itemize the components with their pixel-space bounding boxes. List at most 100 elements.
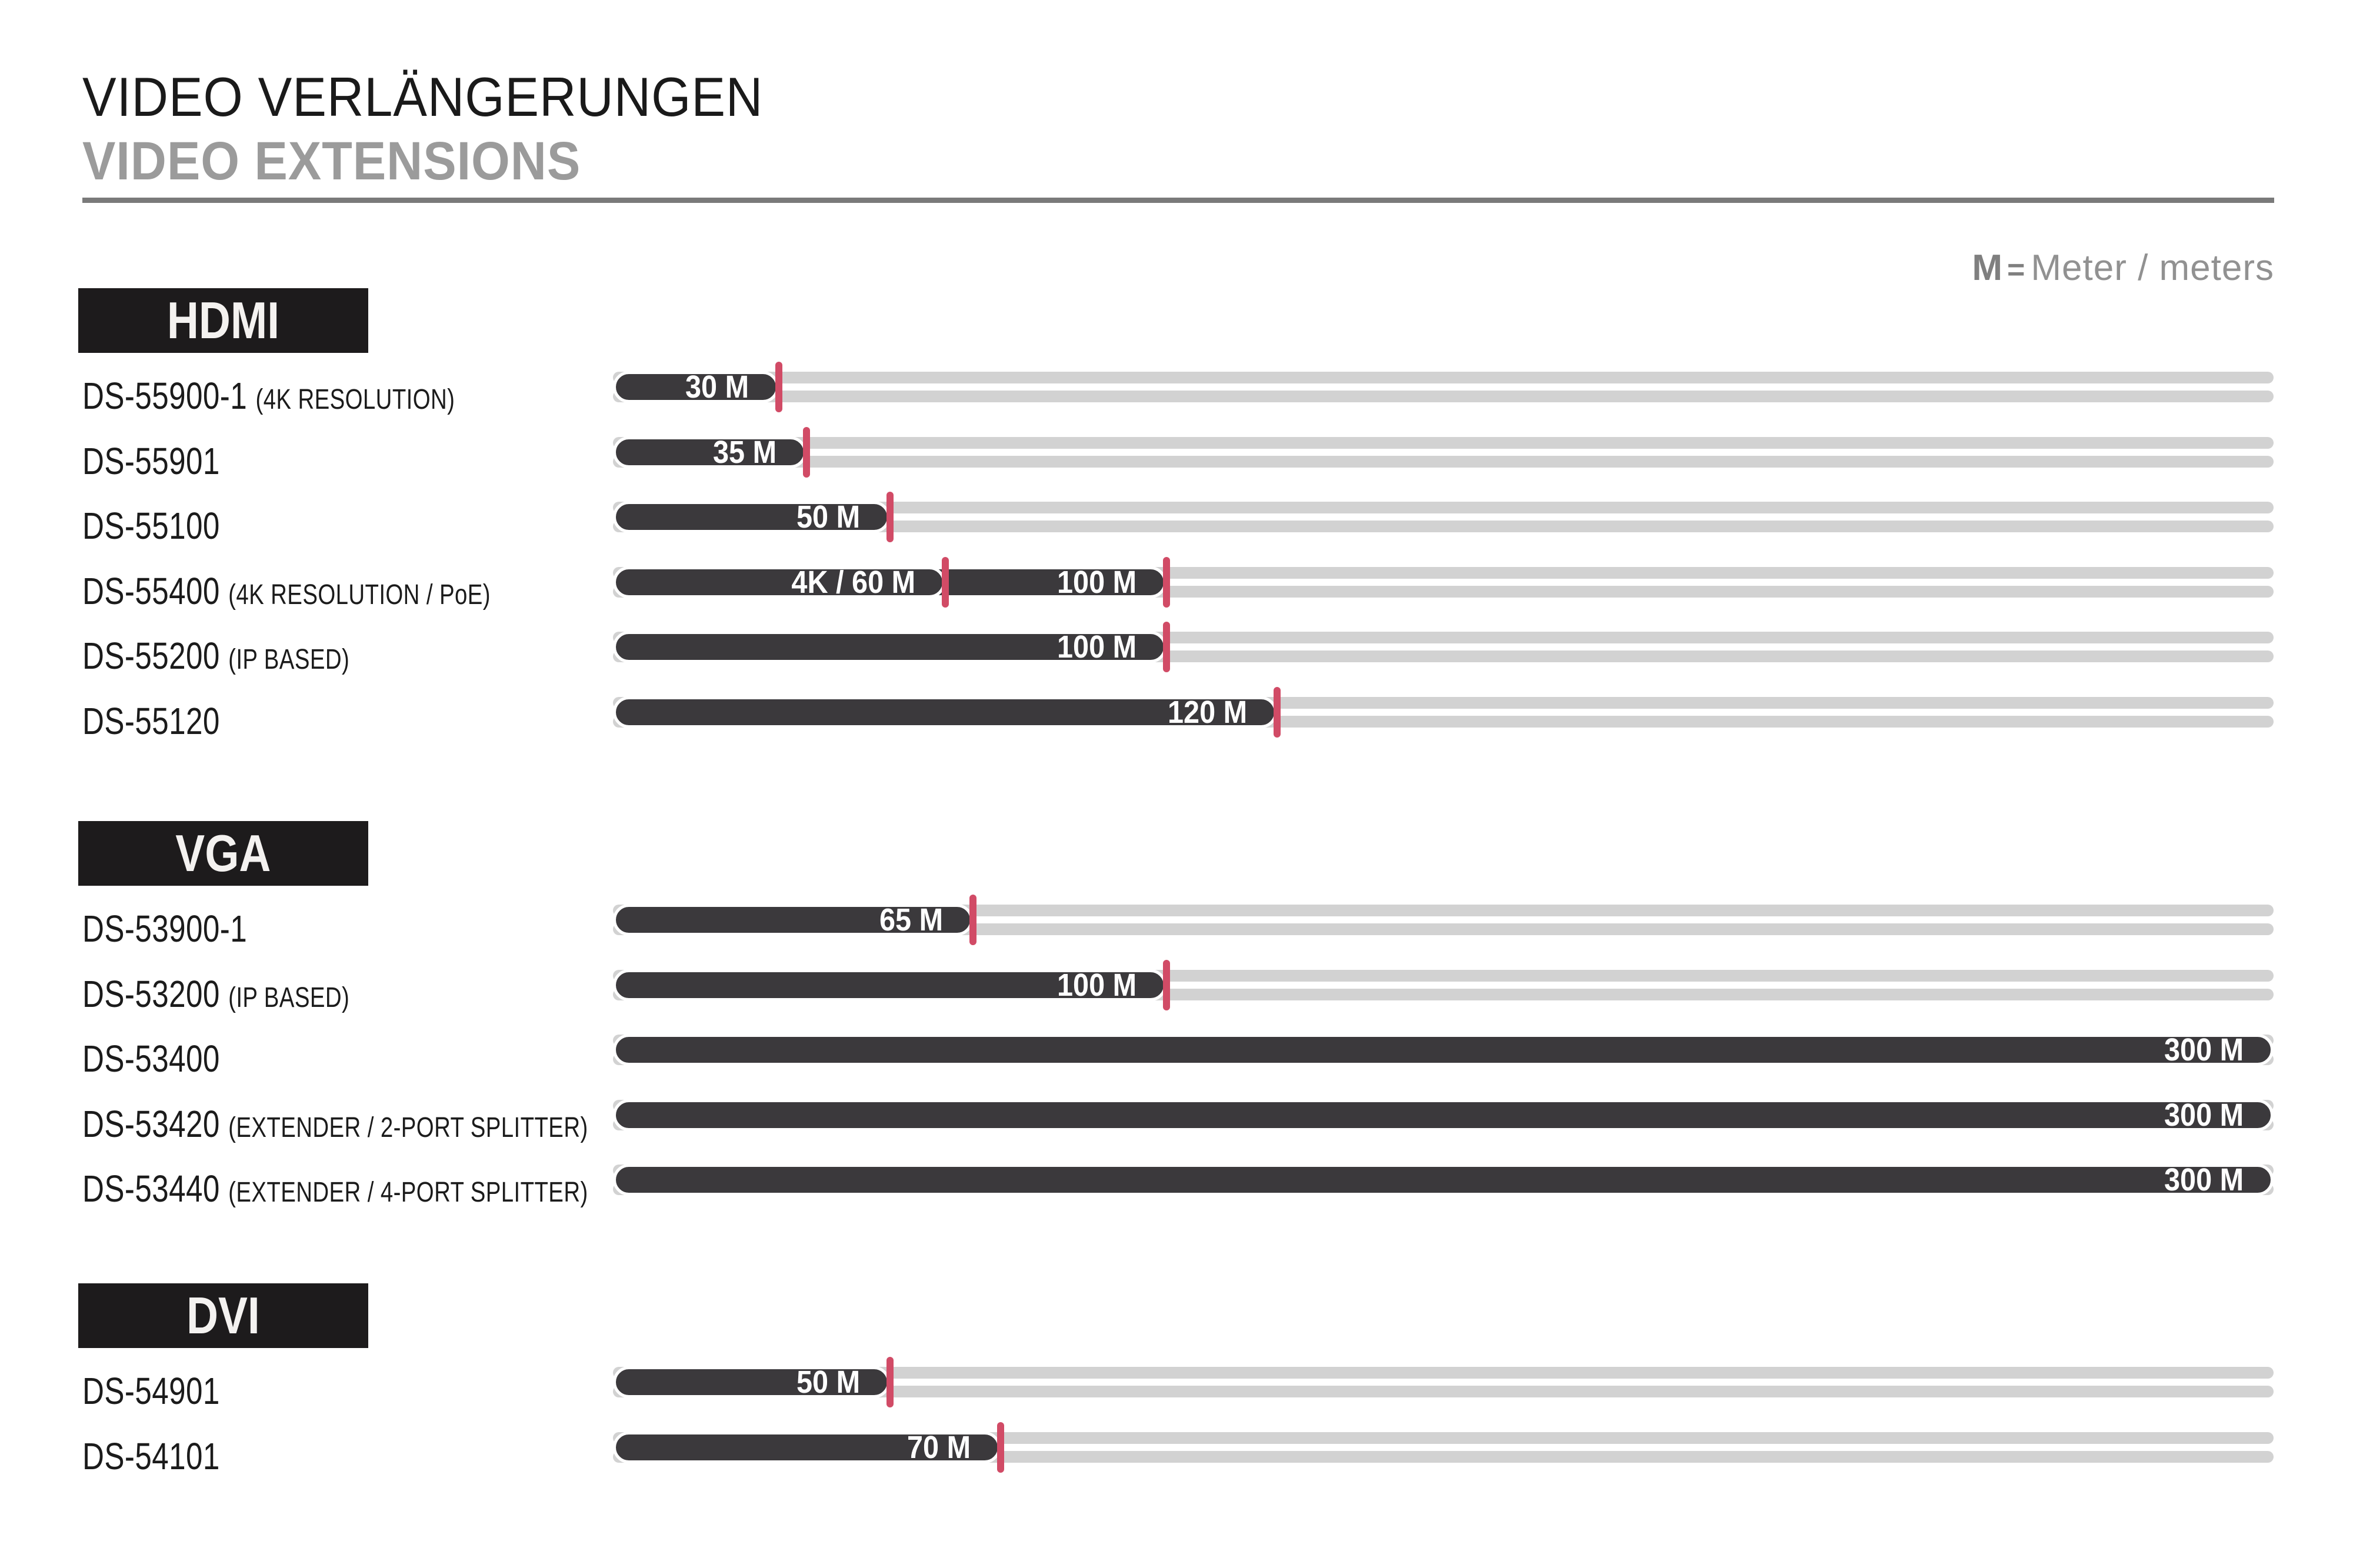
bar-track	[613, 905, 2274, 935]
bar-value-label: 50 M	[796, 499, 860, 535]
product-label-group: DS-55120	[82, 689, 254, 753]
product-note: (EXTENDER / 2-PORT SPLITTER)	[228, 1112, 588, 1143]
page-title-en-text: VIDEO EXTENSIONS	[82, 131, 581, 191]
limit-marker	[886, 492, 894, 542]
limit-marker	[1163, 557, 1170, 608]
bar-track	[613, 372, 2274, 402]
product-name: DS-53900-1	[82, 908, 248, 950]
bar-value-label: 300 M	[2164, 1097, 2244, 1133]
bar-segment: 300 M	[613, 1099, 2274, 1131]
bar-segment: 50 M	[613, 1366, 890, 1398]
product-label-line: DS-55200 (IP BASED)	[82, 634, 349, 678]
product-label-line: DS-54101	[82, 1434, 220, 1478]
section-header-box: DVI	[78, 1283, 368, 1348]
limit-marker	[969, 895, 976, 945]
product-label-group: DS-53200 (IP BASED)	[82, 962, 416, 1026]
product-name: DS-53400	[82, 1037, 220, 1080]
section-label: HDMI	[166, 291, 280, 349]
bar-value-label: 120 M	[1167, 695, 1247, 730]
product-row: DS-55120 120 M	[0, 680, 2353, 745]
product-name: DS-55100	[82, 505, 220, 547]
bar-track	[613, 1432, 2274, 1463]
limit-marker	[1274, 687, 1281, 738]
limit-marker	[997, 1422, 1004, 1473]
title-divider-rule	[82, 198, 2274, 203]
product-label-group: DS-53900-1	[82, 896, 288, 961]
bar-value-label: 100 M	[1056, 565, 1136, 600]
product-label-line: DS-53400	[82, 1037, 220, 1080]
product-row: DS-55100 50 M	[0, 485, 2353, 549]
section-header-box: VGA	[78, 821, 368, 886]
bar-segment: 35 M	[613, 436, 806, 468]
bar-track	[613, 1367, 2274, 1397]
bar-value-label: 35 M	[712, 435, 776, 470]
product-label-group: DS-53400	[82, 1026, 254, 1091]
product-label-group: DS-53440 (EXTENDER / 4-PORT SPLITTER)	[82, 1156, 715, 1221]
product-row: DS-55901 35 M	[0, 420, 2353, 485]
product-label-group: DS-55200 (IP BASED)	[82, 623, 416, 688]
legend-equals-sign: =	[2007, 253, 2025, 287]
product-label-group: DS-55901	[82, 429, 254, 493]
product-label-line: DS-53440 (EXTENDER / 4-PORT SPLITTER)	[82, 1167, 588, 1210]
product-label-line: DS-55901	[82, 439, 220, 483]
product-row: DS-54901 50 M	[0, 1350, 2353, 1414]
legend: M = Meter / meters	[1972, 247, 2274, 289]
bar-segment: 120 M	[613, 696, 1277, 728]
product-label-group: DS-55100	[82, 493, 254, 558]
product-name: DS-54901	[82, 1370, 220, 1412]
product-row: DS-53900-1 65 M	[0, 888, 2353, 952]
product-row: DS-55200 (IP BASED) 100 M	[0, 615, 2353, 679]
product-row: DS-54101 70 M	[0, 1415, 2353, 1480]
section-label: DVI	[186, 1286, 260, 1345]
bar-segment: 4K / 60 M	[613, 566, 945, 598]
product-label-line: DS-53900-1	[82, 907, 247, 950]
page-title-en: VIDEO EXTENSIONS	[82, 133, 624, 189]
limit-marker	[1163, 960, 1170, 1010]
product-row: DS-53200 (IP BASED) 100 M	[0, 953, 2353, 1017]
bar-segment: 50 M	[613, 501, 890, 533]
product-label-group: DS-54901	[82, 1359, 254, 1423]
product-label-group: DS-55900-1 (4K RESOLUTION)	[82, 363, 548, 428]
product-name: DS-55901	[82, 440, 220, 482]
bar-segment: 65 M	[613, 904, 973, 936]
product-row: DS-53420 (EXTENDER / 2-PORT SPLITTER) 300 …	[0, 1083, 2353, 1147]
bar-value-label: 100 M	[1056, 629, 1136, 665]
product-label-line: DS-53200 (IP BASED)	[82, 972, 349, 1016]
product-name: DS-54101	[82, 1435, 220, 1477]
limit-marker	[775, 362, 782, 412]
legend-unit-symbol: M	[1972, 248, 2002, 288]
product-row: DS-53440 (EXTENDER / 4-PORT SPLITTER) 300 …	[0, 1147, 2353, 1212]
product-name: DS-55400	[82, 570, 220, 612]
product-name: DS-55120	[82, 700, 220, 742]
legend-unit-label: Meter / meters	[2031, 248, 2274, 288]
product-note: (EXTENDER / 4-PORT SPLITTER)	[228, 1177, 588, 1208]
product-label-line: DS-54901	[82, 1369, 220, 1413]
bar-value-label: 300 M	[2164, 1162, 2244, 1197]
product-row: DS-55400 (4K RESOLUTION / PoE) 4K / 60 M 10…	[0, 550, 2353, 615]
product-label-line: DS-55100	[82, 504, 220, 548]
bar-track	[613, 437, 2274, 468]
product-label-group: DS-55400 (4K RESOLUTION / PoE)	[82, 559, 592, 623]
bar-segment: 100 M	[613, 631, 1166, 663]
bar-value-label: 70 M	[906, 1430, 971, 1465]
bar-segment: 70 M	[613, 1432, 1001, 1463]
product-label-line: DS-55400 (4K RESOLUTION / PoE)	[82, 569, 491, 613]
bar-segment: 100 M	[613, 969, 1166, 1001]
bar-track	[613, 502, 2274, 532]
page-title-de-text: VIDEO VERLÄNGERUNGEN	[82, 66, 764, 128]
bar-value-label: 50 M	[796, 1365, 860, 1400]
page-title-de: VIDEO VERLÄNGERUNGEN	[82, 68, 822, 126]
product-note: (4K RESOLUTION)	[255, 384, 455, 415]
product-name: DS-55900-1	[82, 375, 248, 417]
bar-segment: 300 M	[613, 1164, 2274, 1196]
limit-marker	[886, 1357, 894, 1407]
product-name: DS-53200	[82, 973, 220, 1015]
product-row: DS-55900-1 (4K RESOLUTION) 30 M	[0, 355, 2353, 419]
product-note: (IP BASED)	[228, 644, 350, 675]
product-label-group: DS-53420 (EXTENDER / 2-PORT SPLITTER)	[82, 1092, 715, 1156]
bar-value-label: 100 M	[1056, 968, 1136, 1003]
section-header-box: HDMI	[78, 288, 368, 353]
product-name: DS-55200	[82, 635, 220, 677]
section-label: VGA	[175, 824, 271, 882]
